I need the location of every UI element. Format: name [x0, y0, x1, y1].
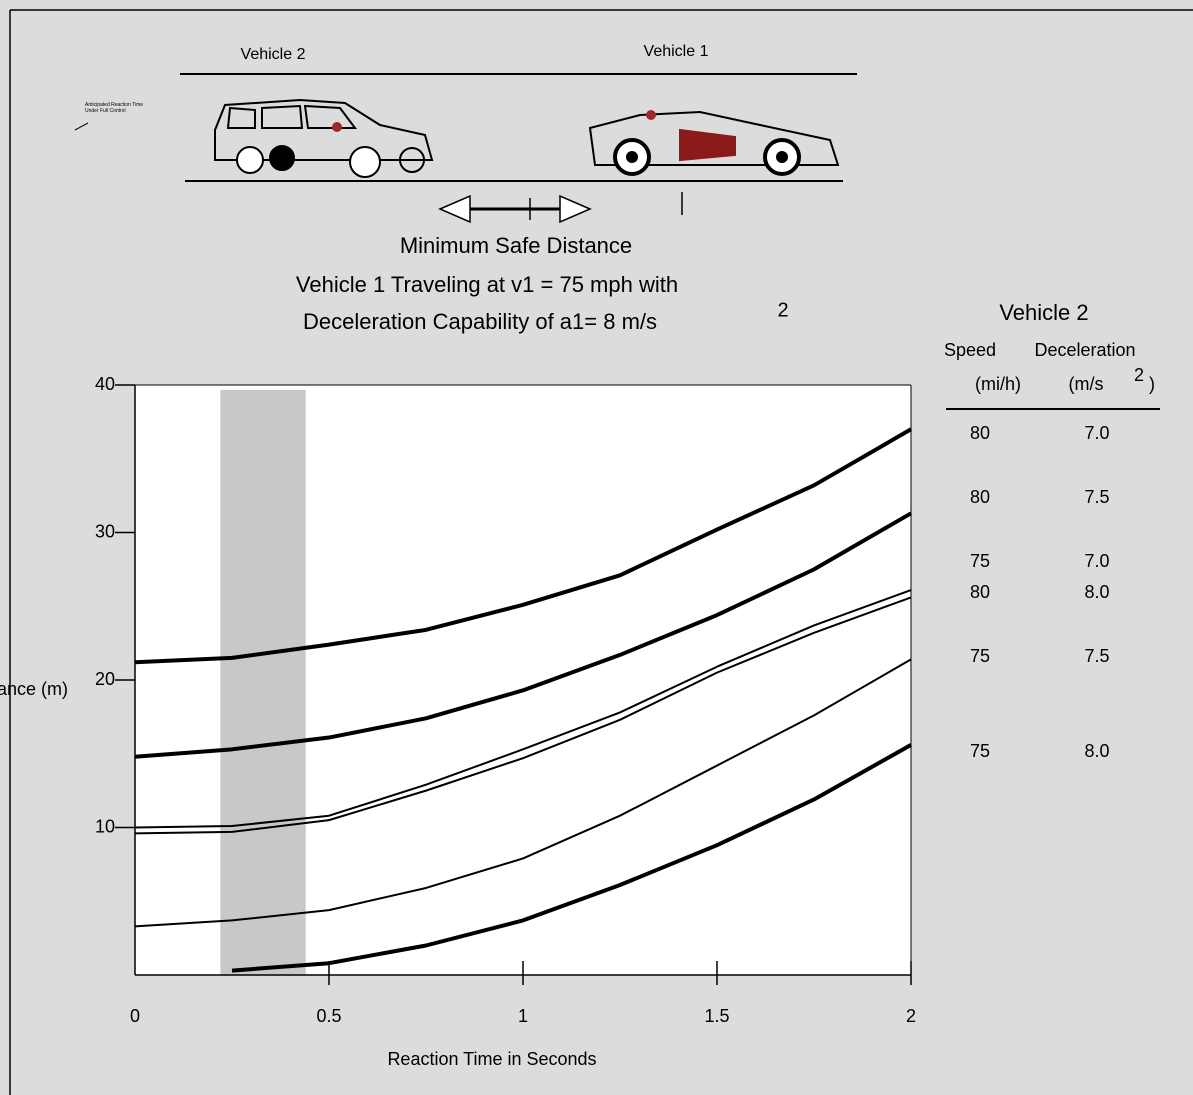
legend-speed: 75 — [970, 646, 990, 666]
vehicle-2-label: Vehicle 2 — [241, 46, 306, 63]
subtitle-superscript: 2 — [777, 299, 788, 321]
y-tick-label: 30 — [95, 521, 115, 541]
series-line — [134, 658, 912, 928]
legend-deceleration: 7.0 — [1084, 423, 1109, 443]
series-line — [134, 596, 912, 835]
annotation: Anticipated Reaction Time Under Full Con… — [85, 102, 144, 114]
legend-deceleration: 7.5 — [1084, 646, 1109, 666]
legend-speed: 80 — [970, 423, 990, 443]
legend-title: Vehicle 2 — [999, 300, 1088, 325]
x-tick-label: 2 — [906, 1006, 916, 1026]
x-tick-label: 1 — [518, 1006, 528, 1026]
legend-speed: 80 — [970, 582, 990, 602]
y-tick-label: 40 — [95, 374, 115, 394]
illustration — [74, 73, 857, 224]
legend-unit: (m/s — [1069, 374, 1104, 394]
legend-deceleration: 8.0 — [1084, 582, 1109, 602]
vehicle-1-drawing — [588, 110, 840, 176]
legend-speed: 75 — [970, 551, 990, 571]
legend-deceleration: 8.0 — [1084, 741, 1109, 761]
legend-unit-superscript: 2 — [1134, 365, 1144, 385]
shaded-region — [220, 390, 306, 975]
legend-header: Speed — [944, 340, 996, 360]
legend-speed: 75 — [970, 741, 990, 761]
subtitle-line: Vehicle 1 Traveling at v1 = 75 mph with — [296, 272, 678, 297]
series-line — [134, 589, 912, 829]
y-tick-label: 20 — [95, 669, 115, 689]
subtitle-line: Deceleration Capability of a1= 8 m/s — [303, 309, 657, 334]
y-tick-label: 10 — [95, 816, 115, 836]
x-tick-label: 1.5 — [704, 1006, 729, 1026]
series-line — [134, 427, 913, 665]
chart-title: Minimum Safe Distance — [400, 233, 632, 258]
annotation-box: Anticipated Reaction Time Under Full Con… — [85, 102, 144, 114]
series-line — [134, 511, 913, 759]
y-axis-label: Distance (m) — [0, 679, 68, 699]
vehicle-2-drawing — [214, 98, 434, 178]
legend-unit: ) — [1149, 374, 1155, 394]
vehicle-1-label: Vehicle 1 — [644, 43, 709, 60]
legend-deceleration: 7.5 — [1084, 487, 1109, 507]
plot — [134, 390, 913, 975]
x-tick-label: 0 — [130, 1006, 140, 1026]
legend-header: Deceleration — [1034, 340, 1135, 360]
legend-speed: 80 — [970, 487, 990, 507]
legend-deceleration: 7.0 — [1084, 551, 1109, 571]
x-axis-label: Reaction Time in Seconds — [387, 1049, 596, 1069]
x-tick-label: 0.5 — [316, 1006, 341, 1026]
legend-unit: (mi/h) — [975, 374, 1021, 394]
series-line — [231, 743, 912, 973]
